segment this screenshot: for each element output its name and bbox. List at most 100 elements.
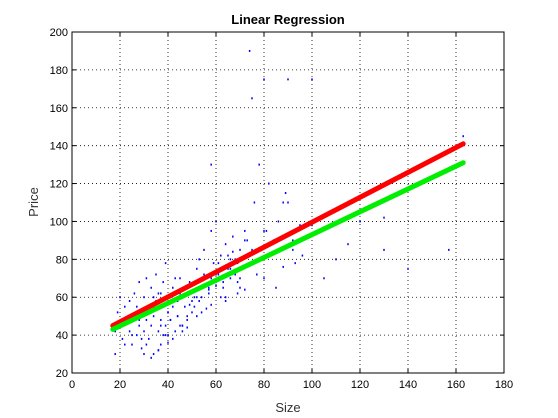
- scatter-point: [119, 296, 121, 299]
- chart-title: Linear Regression: [231, 12, 344, 27]
- scatter-point: [124, 305, 126, 308]
- scatter-point: [138, 281, 140, 284]
- scatter-point: [160, 292, 162, 295]
- scatter-point: [251, 97, 253, 100]
- scatter-point: [277, 220, 280, 223]
- scatter-point: [172, 337, 174, 340]
- scatter-point: [275, 286, 277, 289]
- scatter-point: [203, 273, 205, 276]
- scatter-point: [124, 343, 126, 346]
- scatter-point: [172, 286, 174, 289]
- scatter-point: [196, 315, 198, 318]
- scatter-point: [248, 49, 251, 52]
- scatter-point: [294, 262, 296, 265]
- scatter-point: [152, 315, 155, 318]
- scatter-point: [246, 239, 248, 242]
- scatter-point: [152, 296, 155, 299]
- y-tick-label: 160: [50, 103, 68, 115]
- tick-layer: 0 20 40 60 80 100 120 140 160 1802040608010012014…: [50, 27, 514, 391]
- scatter-point: [157, 330, 160, 333]
- scatter-point: [292, 239, 294, 242]
- scatter-point: [215, 284, 217, 287]
- scatter-point: [160, 324, 162, 327]
- y-tick-label: 120: [50, 179, 68, 191]
- scatter-point: [232, 250, 234, 253]
- scatter-point: [169, 318, 172, 321]
- scatter-point: [138, 318, 140, 321]
- x-tick-label: 0: [69, 379, 75, 391]
- scatter-point: [186, 326, 188, 329]
- scatter-point: [193, 305, 196, 308]
- scatter-point: [311, 224, 313, 227]
- scatter-point: [145, 343, 148, 346]
- scatter-point: [263, 229, 265, 232]
- scatter-point: [210, 229, 212, 232]
- scatter-point: [208, 292, 210, 295]
- scatter-point: [128, 330, 131, 333]
- y-axis-label: Price: [26, 187, 41, 217]
- scatter-point: [256, 273, 258, 276]
- x-axis-label: Size: [275, 400, 300, 415]
- scatter-point: [145, 277, 148, 280]
- scatter-point: [292, 248, 294, 251]
- scatter-point: [282, 265, 284, 268]
- scatter-point: [140, 337, 143, 340]
- scatter-point: [121, 337, 124, 340]
- scatter-point: [184, 305, 186, 308]
- scatter-point: [224, 300, 227, 303]
- scatter-point: [160, 318, 162, 321]
- y-tick-label: 60: [56, 292, 68, 304]
- scatter-point: [150, 324, 152, 327]
- scatter-point: [148, 337, 150, 340]
- x-tick-label: 80: [258, 379, 270, 391]
- scatter-point: [236, 292, 239, 295]
- scatter-point: [196, 267, 198, 270]
- scatter-point: [268, 182, 270, 185]
- scatter-point: [263, 78, 265, 81]
- scatter-point: [152, 353, 155, 356]
- scatter-point: [227, 267, 229, 270]
- scatter-point: [220, 296, 222, 299]
- scatter-point: [150, 286, 152, 289]
- x-tick-label: 20: [114, 379, 126, 391]
- scatter-point: [176, 315, 179, 318]
- y-tick-label: 40: [56, 330, 68, 342]
- scatter-point: [208, 288, 210, 291]
- scatter-point: [191, 300, 193, 303]
- regression-lines: [110, 141, 466, 332]
- scatter-point: [131, 334, 133, 337]
- scatter-point: [174, 277, 176, 280]
- x-tick-label: 180: [495, 379, 513, 391]
- scatter-point: [138, 324, 140, 327]
- y-tick-label: 180: [50, 65, 68, 77]
- scatter-point: [198, 300, 200, 303]
- scatter-point: [359, 220, 361, 223]
- scatter-point: [200, 311, 203, 314]
- scatter-point: [133, 292, 136, 295]
- scatter-point: [150, 356, 152, 359]
- scatter-point: [181, 324, 184, 327]
- scatter-point: [244, 239, 246, 242]
- scatter-point: [239, 277, 241, 280]
- scatter-point: [236, 281, 239, 284]
- scatter-point: [143, 353, 145, 356]
- scatter-point: [210, 303, 212, 306]
- scatter-point: [210, 163, 212, 166]
- scatter-point: [116, 311, 119, 314]
- scatter-point: [193, 296, 196, 299]
- scatter-point: [167, 334, 169, 337]
- scatter-point: [299, 224, 301, 227]
- scatter-point: [167, 311, 169, 314]
- scatter-point: [164, 262, 167, 265]
- y-tick-label: 140: [50, 141, 68, 153]
- scatter-point: [174, 330, 176, 333]
- scatter-point: [323, 277, 325, 280]
- scatter-point: [282, 201, 284, 204]
- scatter-point: [136, 334, 138, 337]
- y-tick-label: 100: [50, 216, 68, 228]
- scatter-point: [210, 277, 212, 280]
- scatter-point: [224, 243, 227, 246]
- scatter-point: [131, 343, 133, 346]
- scatter-point: [251, 248, 253, 251]
